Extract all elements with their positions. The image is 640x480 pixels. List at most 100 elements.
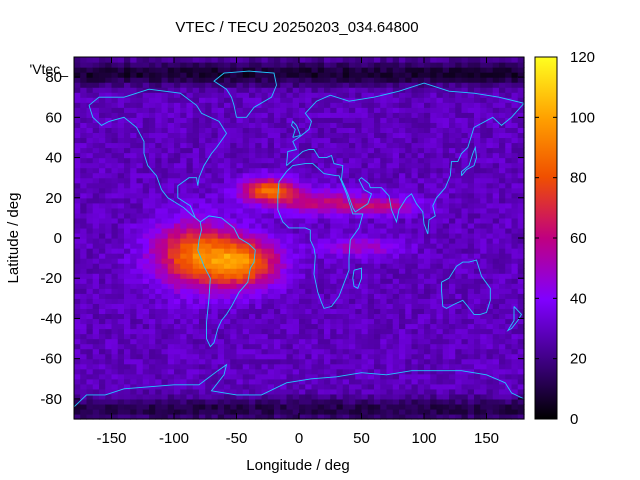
- heatmap-cell: [292, 283, 300, 289]
- heatmap-cell: [192, 408, 200, 415]
- heatmap-cell: [130, 212, 138, 219]
- heatmap-cell: [249, 293, 256, 299]
- heatmap-cell: [280, 127, 288, 134]
- heatmap-cell: [411, 212, 419, 219]
- heatmap-cell: [130, 152, 138, 159]
- heatmap-cell: [405, 398, 413, 405]
- heatmap-cell: [355, 112, 363, 118]
- heatmap-cell: [467, 92, 475, 98]
- heatmap-cell: [367, 147, 375, 154]
- heatmap-cell: [311, 278, 319, 284]
- heatmap-cell: [161, 142, 169, 149]
- heatmap-cell: [367, 343, 375, 350]
- heatmap-cell: [205, 358, 213, 365]
- heatmap-cell: [417, 368, 425, 375]
- heatmap-cell: [249, 182, 256, 189]
- heatmap-cell: [105, 187, 113, 194]
- heatmap-cell: [392, 358, 400, 365]
- heatmap-cell: [205, 253, 213, 259]
- heatmap-cell: [199, 383, 206, 390]
- heatmap-cell: [399, 243, 406, 249]
- heatmap-cell: [380, 142, 388, 149]
- heatmap-cell: [249, 142, 256, 149]
- heatmap-cell: [111, 152, 119, 159]
- heatmap-cell: [449, 398, 456, 405]
- heatmap-cell: [336, 393, 344, 400]
- heatmap-cell: [186, 283, 194, 289]
- heatmap-cell: [474, 202, 481, 209]
- heatmap-cell: [311, 222, 319, 229]
- heatmap-cell: [74, 232, 81, 239]
- heatmap-cell: [299, 248, 306, 254]
- heatmap-cell: [186, 197, 194, 204]
- heatmap-cell: [505, 323, 513, 330]
- heatmap-cell: [374, 187, 381, 194]
- heatmap-cell: [111, 192, 119, 199]
- heatmap-cell: [311, 207, 319, 214]
- heatmap-cell: [467, 323, 475, 330]
- heatmap-cell: [205, 263, 213, 269]
- heatmap-cell: [461, 408, 469, 415]
- heatmap-cell: [92, 57, 100, 63]
- heatmap-cell: [342, 112, 350, 118]
- heatmap-cell: [155, 82, 163, 88]
- heatmap-cell: [392, 363, 400, 370]
- heatmap-cell: [367, 212, 375, 219]
- heatmap-cell: [355, 152, 363, 159]
- heatmap-cell: [405, 318, 413, 325]
- heatmap-cell: [236, 222, 244, 229]
- heatmap-cell: [461, 167, 469, 174]
- heatmap-cell: [399, 202, 406, 209]
- heatmap-cell: [174, 62, 181, 68]
- heatmap-cell: [424, 248, 431, 254]
- heatmap-cell: [274, 398, 281, 405]
- heatmap-cell: [411, 328, 419, 335]
- heatmap-cell: [86, 303, 94, 309]
- heatmap-cell: [292, 323, 300, 330]
- heatmap-cell: [417, 288, 425, 294]
- heatmap-cell: [149, 393, 156, 400]
- heatmap-cell: [361, 313, 369, 320]
- heatmap-cell: [99, 72, 106, 78]
- heatmap-cell: [167, 97, 175, 103]
- heatmap-cell: [430, 308, 438, 315]
- heatmap-cell: [292, 77, 300, 83]
- heatmap-cell: [211, 248, 219, 254]
- heatmap-cell: [499, 192, 506, 199]
- heatmap-cell: [374, 398, 381, 405]
- heatmap-cell: [324, 172, 331, 179]
- heatmap-cell: [305, 403, 313, 410]
- heatmap-cell: [430, 107, 438, 113]
- heatmap-cell: [117, 202, 125, 209]
- heatmap-cell: [305, 408, 313, 415]
- heatmap-cell: [449, 368, 456, 375]
- heatmap-cell: [399, 82, 406, 88]
- heatmap-cell: [192, 318, 200, 325]
- heatmap-cell: [224, 288, 231, 294]
- heatmap-cell: [192, 263, 200, 269]
- heatmap-cell: [205, 328, 213, 335]
- heatmap-cell: [486, 323, 494, 330]
- heatmap-cell: [336, 258, 344, 264]
- heatmap-cell: [80, 217, 88, 224]
- heatmap-cell: [242, 338, 250, 345]
- heatmap-cell: [92, 202, 100, 209]
- heatmap-cell: [361, 92, 369, 98]
- heatmap-cell: [386, 177, 394, 184]
- heatmap-cell: [330, 353, 338, 360]
- heatmap-cell: [474, 172, 481, 179]
- heatmap-cell: [242, 393, 250, 400]
- heatmap-cell: [167, 142, 175, 149]
- heatmap-cell: [330, 102, 338, 108]
- heatmap-cell: [267, 177, 275, 184]
- heatmap-cell: [192, 333, 200, 340]
- heatmap-cell: [286, 77, 294, 83]
- heatmap-cell: [461, 283, 469, 289]
- heatmap-cell: [192, 222, 200, 229]
- heatmap-cell: [224, 248, 231, 254]
- heatmap-cell: [417, 137, 425, 144]
- heatmap-cell: [417, 298, 425, 304]
- heatmap-cell: [117, 67, 125, 73]
- heatmap-cell: [324, 197, 331, 204]
- heatmap-cell: [324, 358, 331, 365]
